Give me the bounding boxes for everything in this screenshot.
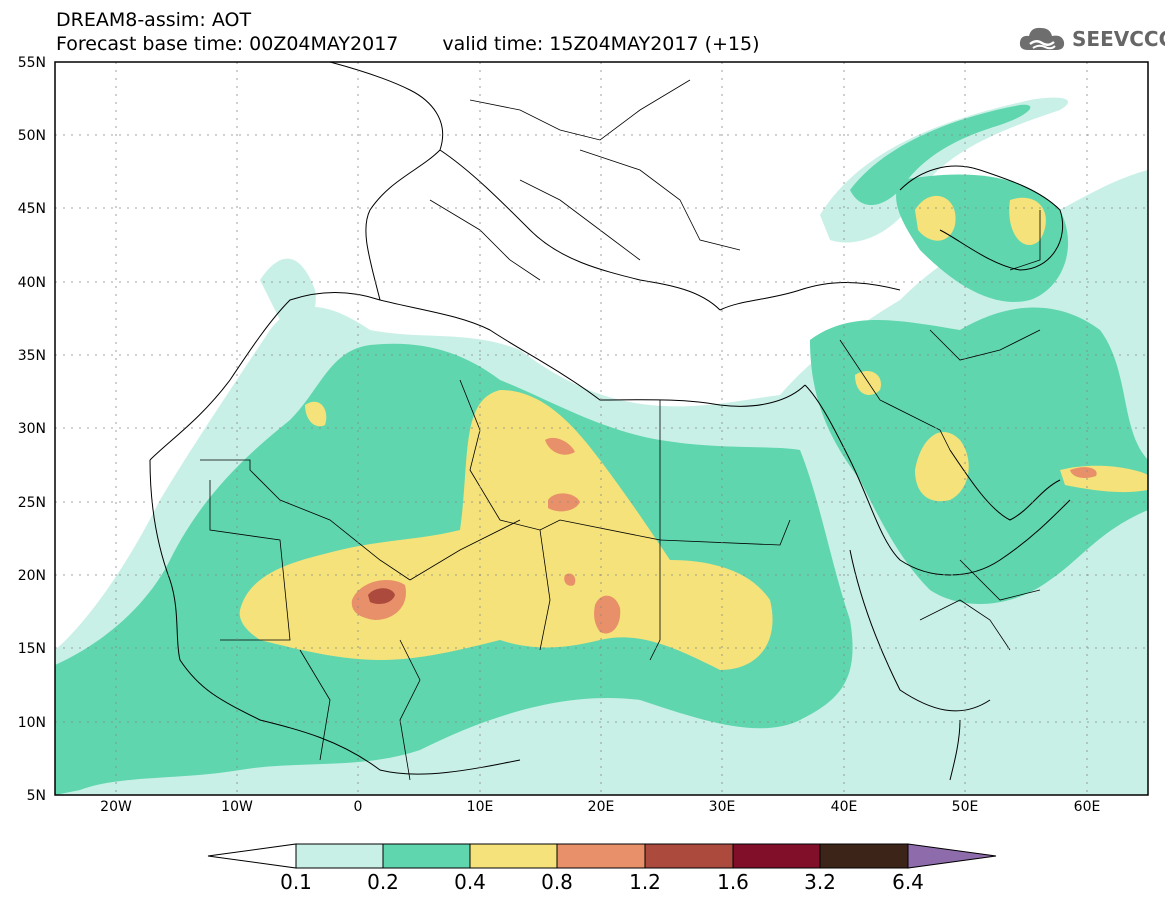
aot-level-0.8 [594,595,621,634]
lat-label-35n: 35N [17,348,46,364]
lon-label-20w: 20W [100,799,132,815]
aot-level-0.4 [855,370,881,395]
lon-label-0: 0 [353,799,363,815]
borders [200,79,1041,781]
colorbar-label: 3.2 [804,870,836,894]
colorbar-label: 6.4 [892,870,924,894]
colorbar-label: 0.4 [454,870,486,894]
colorbar-swatch-0.4 [469,843,558,869]
aot-level-0.8 [548,493,580,512]
colorbar-under-arrow [207,843,297,869]
aot-level-0.2 [850,104,1031,205]
lat-label-30n: 30N [17,421,46,437]
colorbar-label: 1.6 [717,870,749,894]
aot-level-0.1 [820,97,1069,243]
aot-level-0.4 [915,195,956,241]
lat-label-10n: 10N [17,715,46,731]
lat-label-55n: 55N [17,55,46,71]
lat-label-40n: 40N [17,275,46,291]
map-title: DREAM8-assim: AOT [56,9,252,31]
lon-label-30e: 30E [708,799,736,815]
lat-label-25n: 25N [17,495,46,511]
colorbar [207,843,997,869]
seevccc-logo: SEEVCCC [1018,24,1165,54]
colorbar-over-arrow [907,843,997,869]
colorbar-label: 0.8 [541,870,573,894]
colorbar-swatch-0.1 [295,843,384,869]
aot-level-0.4 [305,401,327,427]
aot-level-0.8 [1070,467,1097,478]
lon-label-10w: 10W [221,799,253,815]
valid-time: valid time: 15Z04MAY2017 (+15) [442,33,760,55]
aot-level-0.8 [564,573,576,586]
colorbar-swatch-0.2 [382,843,471,869]
aot-level-0.1 [260,258,316,324]
aot-level-0.4 [1009,197,1046,246]
cloud-icon [1019,27,1065,50]
map-frame [54,61,1149,796]
lat-label-5n: 5N [26,788,46,804]
map-subtitle: Forecast base time: 00Z04MAY2017 valid ti… [56,34,760,54]
colorbar-swatch-3.2 [819,843,909,869]
aot-level-1.2 [368,588,395,604]
lon-label-60e: 60E [1073,799,1101,815]
colorbar-swatch-1.6 [732,843,821,869]
aot-level-0.8 [545,437,575,455]
lon-label-50e: 50E [951,799,979,815]
colorbar-label: 1.2 [629,870,661,894]
logo-text: SEEVCCC [1072,27,1165,51]
aot-field [55,62,1148,795]
lat-label-45n: 45N [17,201,46,217]
aot-level-0.2 [810,307,1148,604]
lon-label-20e: 20E [587,799,615,815]
aot-level-0.4 [915,431,969,502]
colorbar-label: 0.1 [280,870,312,894]
colorbar-label: 0.2 [367,870,399,894]
lat-label-50n: 50N [17,128,46,144]
lat-label-20n: 20N [17,568,46,584]
coastlines [149,62,1071,781]
lat-label-15n: 15N [17,641,46,657]
colorbar-swatch-0.8 [556,843,646,869]
forecast-base-time: Forecast base time: 00Z04MAY2017 [56,33,399,55]
lon-label-40e: 40E [830,799,858,815]
colorbar-swatch-1.2 [644,843,734,869]
lon-label-10e: 10E [466,799,494,815]
